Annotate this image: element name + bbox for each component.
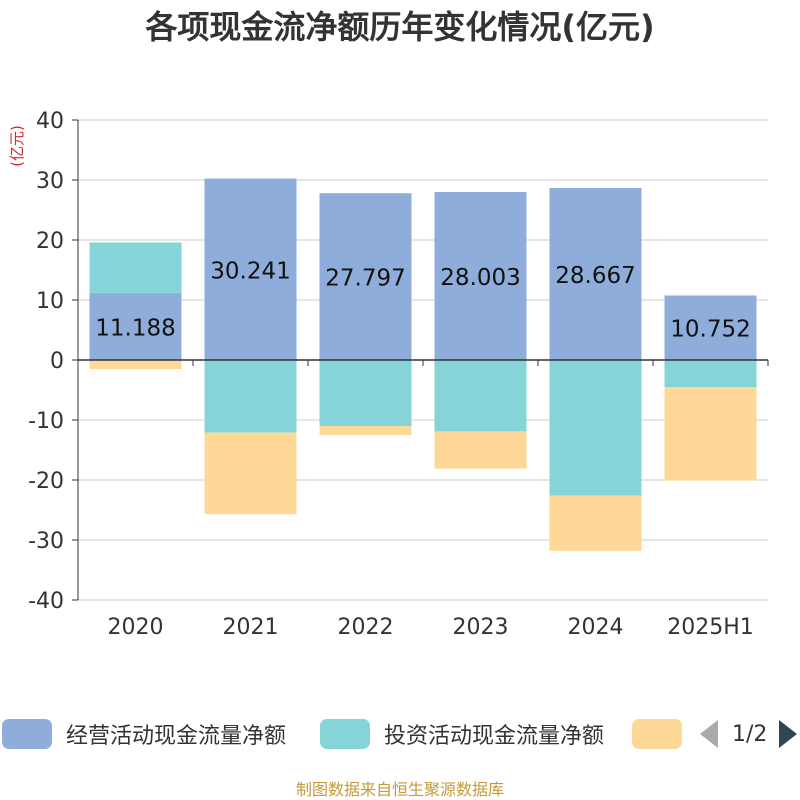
x-tick-label: 2022 (338, 615, 394, 640)
x-tick-label: 2021 (223, 615, 279, 640)
bar-operating-2022 (319, 193, 412, 360)
chart-title: 各项现金流净额历年变化情况(亿元) (145, 8, 655, 46)
y-tick-label: -30 (28, 529, 64, 554)
data-label-2022: 27.797 (325, 266, 405, 292)
chart-svg: 40 30 20 10 0 -10 -20 -30 -40 (亿元) 2020 2021 2022 202… (8, 109, 769, 640)
bar-operating-2025H1 (664, 295, 757, 360)
data-label-2021: 30.241 (210, 258, 290, 284)
bar-third-2023 (434, 431, 527, 469)
x-tick-label: 2024 (568, 615, 624, 640)
legend-item-third[interactable] (632, 716, 682, 752)
bar-third-2021 (204, 432, 297, 515)
y-tick-label: 30 (36, 169, 64, 194)
bar-operating-2021 (204, 178, 297, 360)
data-label-2023: 28.003 (440, 265, 520, 291)
legend: 经营活动现金流量净额 投资活动现金流量净额 (0, 716, 800, 756)
y-tick-label: 10 (36, 289, 64, 314)
data-label-2020: 11.188 (95, 315, 175, 341)
bar-operating-2023 (434, 191, 527, 360)
triangle-left-icon[interactable] (700, 720, 718, 748)
bar-operating-2020 (89, 292, 182, 360)
legend-swatch-investing (320, 719, 370, 749)
y-tick-label: 20 (36, 229, 64, 254)
bar-investing-2025H1 (664, 360, 757, 387)
legend-item-investing[interactable]: 投资活动现金流量净额 (320, 716, 604, 752)
x-tick-label: 2020 (108, 615, 164, 640)
legend-item-operating[interactable]: 经营活动现金流量净额 (2, 716, 286, 752)
y-tick-label: -40 (28, 589, 64, 614)
bar-third-2022 (319, 426, 412, 435)
bar-third-2020 (89, 360, 182, 369)
legend-label-investing: 投资活动现金流量净额 (384, 724, 605, 749)
bar-investing-2021 (204, 360, 297, 433)
y-axis-unit-label: (亿元) (8, 125, 26, 167)
y-tick-label: 40 (36, 109, 64, 134)
bar-investing-2023 (434, 360, 527, 432)
bar-third-2025H1 (664, 387, 757, 481)
y-tick-label: -10 (28, 409, 64, 434)
legend-swatch-third (632, 719, 682, 749)
bar-third-2024 (549, 495, 642, 551)
legend-pager: 1/2 (700, 716, 798, 752)
legend-swatch-operating (2, 719, 52, 749)
triangle-right-icon[interactable] (779, 720, 798, 748)
bar-operating-2024 (549, 187, 642, 360)
bar-investing-2020 (89, 242, 182, 293)
pager-text: 1/2 (732, 721, 768, 747)
x-tick-label: 2023 (453, 615, 509, 640)
y-tick-label: 0 (50, 349, 64, 374)
data-label-2024: 28.667 (555, 263, 635, 289)
data-label-2025H1: 10.752 (670, 317, 750, 343)
bar-investing-2024 (549, 360, 642, 496)
bar-investing-2022 (319, 360, 412, 426)
x-tick-label: 2025H1 (667, 615, 754, 640)
legend-label-operating: 经营活动现金流量净额 (66, 724, 287, 749)
y-tick-label: -20 (28, 469, 64, 494)
source-footer: 制图数据来自恒生聚源数据库 (295, 780, 504, 799)
